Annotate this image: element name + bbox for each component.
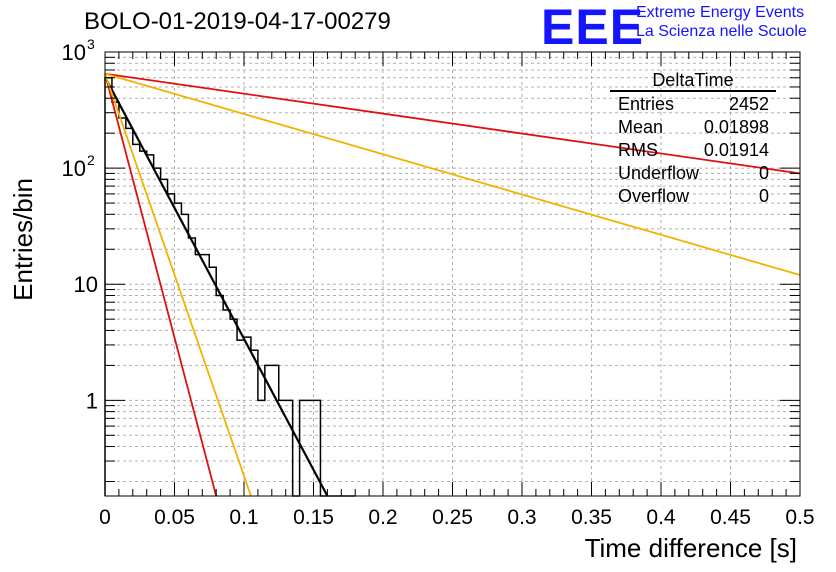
x-tick-label: 0.2	[368, 506, 397, 529]
logo-line-2: La Scienza nelle Scuole	[636, 23, 807, 40]
y-tick-exponent: 2	[87, 152, 95, 168]
x-axis-label: Time difference [s]	[585, 533, 797, 563]
eee-logo: EEE	[541, 0, 645, 55]
fit-curve	[104, 72, 801, 175]
x-tick-label: 0.3	[507, 506, 536, 529]
x-tick-label: 0.4	[646, 506, 676, 529]
y-tick-label: 10	[62, 40, 86, 65]
axes: 0 0.05 0.1 0.15 0.2 0.25 0.3 0.35 0.4 0.45 0.5 1 10 1…	[62, 36, 815, 529]
stats-label: RMS	[618, 140, 658, 160]
fit-curve	[104, 73, 218, 497]
y-tick-exponent: 3	[87, 36, 95, 52]
fit-curve	[104, 72, 801, 276]
stats-value: 0.01898	[704, 117, 769, 137]
y-tick-label: 1	[86, 388, 98, 413]
x-tick-label: 0.35	[571, 506, 612, 529]
stats-label: Mean	[618, 117, 663, 137]
eee-logo-text: Extreme Energy Events La Scienza nelle S…	[636, 3, 807, 41]
fit-curve	[104, 73, 252, 497]
stats-value: 0	[759, 163, 769, 183]
stats-box: DeltaTime Entries 2452 Mean 0.01898 RMS 0.019…	[610, 70, 776, 206]
stats-label: Entries	[618, 94, 674, 114]
chart-title: BOLO-01-2019-04-17-00279	[84, 8, 391, 35]
y-tick-label: 10	[62, 156, 86, 181]
stats-value: 0	[759, 186, 769, 206]
x-tick-label: 0.05	[154, 506, 195, 529]
stats-label: Overflow	[618, 186, 690, 206]
stats-value: 0.01914	[704, 140, 769, 160]
stats-title: DeltaTime	[652, 70, 733, 90]
x-tick-label: 0.15	[293, 506, 334, 529]
x-tick-label: 0.25	[432, 506, 473, 529]
stats-value: 2452	[729, 94, 769, 114]
fit-curves	[104, 72, 801, 497]
y-axis-label: Entries/bin	[8, 178, 38, 301]
x-tick-label: 0.5	[785, 506, 814, 529]
stats-label: Underflow	[618, 163, 700, 183]
fit-curve	[104, 76, 329, 497]
logo-line-1: Extreme Energy Events	[636, 4, 805, 21]
x-tick-label: 0.45	[710, 506, 751, 529]
x-tick-label: 0	[99, 506, 111, 529]
x-tick-label: 0.1	[229, 506, 258, 529]
y-tick-label: 10	[74, 272, 98, 297]
